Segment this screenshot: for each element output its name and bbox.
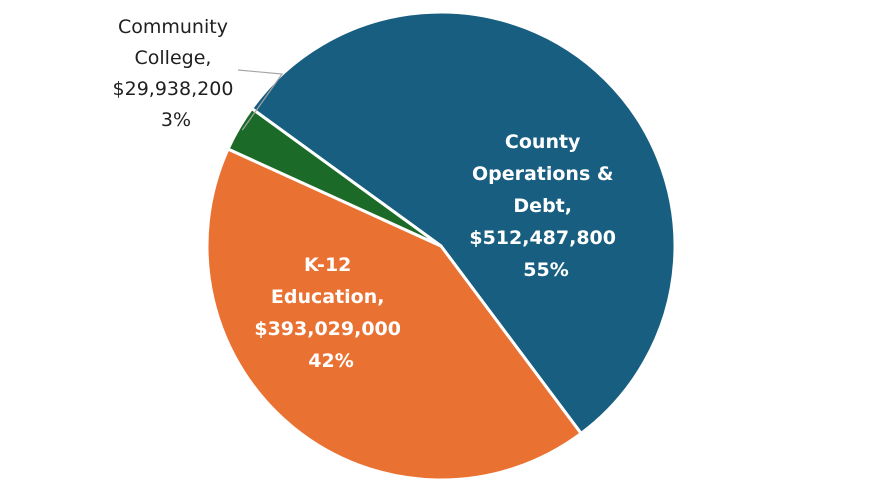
slice-k12-education (205, 147, 583, 482)
label-county-line-1: County (505, 131, 581, 153)
label-county-operations-debt: County Operations & Debt, $512,487,800 5… (469, 131, 622, 281)
label-k12-line-4: 42% (308, 350, 353, 372)
slice-community-college (226, 106, 443, 248)
label-community-line-3: $29,938,200 (113, 78, 234, 100)
label-k12-education: K-12 Education, $393,029,000 42% (254, 254, 407, 372)
label-county-line-3: Debt, (513, 195, 572, 217)
label-county-line-2: Operations & (472, 163, 614, 185)
label-community-college: Community College, $29,938,200 3% (113, 16, 240, 131)
label-community-line-4: 3% (161, 109, 191, 131)
label-community-line-2: College, (135, 47, 212, 69)
label-county-line-5: 55% (523, 259, 568, 281)
label-k12-line-2: Education, (271, 286, 385, 308)
label-k12-line-3: $393,029,000 (254, 318, 401, 340)
pie-slices (205, 10, 677, 482)
label-county-line-4: $512,487,800 (469, 227, 616, 249)
label-k12-line-1: K-12 (304, 254, 351, 276)
community-college-leader-line (237, 69, 284, 131)
label-community-line-1: Community (118, 16, 228, 38)
slice-county-operations-debt (250, 10, 677, 435)
